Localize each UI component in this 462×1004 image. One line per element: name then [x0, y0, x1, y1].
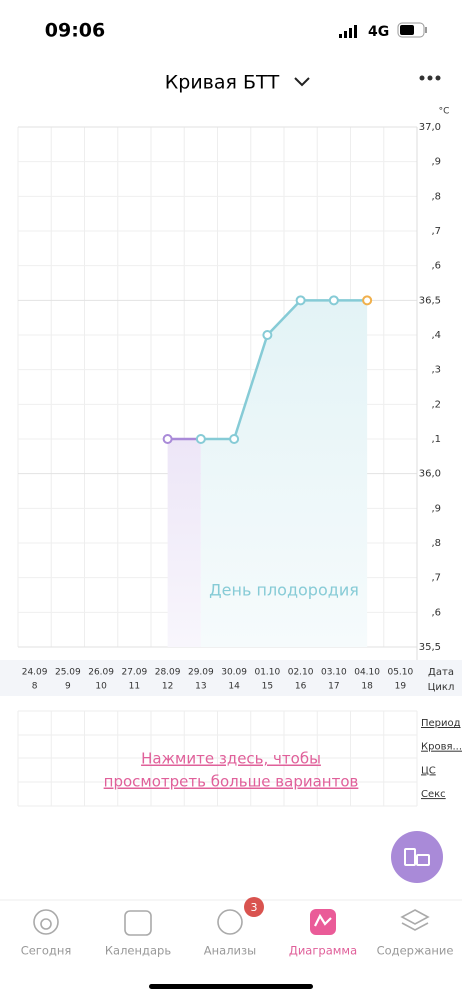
nav-icon	[217, 909, 243, 935]
more-link[interactable]: просмотреть больше вариантов	[104, 773, 359, 791]
cycle-day: 15	[262, 682, 273, 692]
more[interactable]	[419, 75, 441, 81]
nav-icon	[124, 910, 152, 936]
cycle-day: 12	[162, 682, 173, 692]
y-tick-label: ,7	[431, 573, 441, 584]
panel-label[interactable]: Секс	[421, 789, 446, 800]
chart: °C 35,5 ,6 ,7 ,8 ,9 36,0 ,1 ,2 ,3 ,4 36,5 ,6 ,7 ,8 ,9 37…	[17, 107, 450, 660]
nav-label[interactable]: Сегодня	[21, 944, 72, 958]
point	[262, 330, 273, 340]
nav-icon-glyph	[40, 918, 52, 930]
x-tick-label: 04.10	[354, 668, 380, 678]
cycle-day: 8	[32, 682, 38, 692]
x-tick-label: 29.09	[188, 668, 214, 678]
annotation: День плодородия	[209, 581, 359, 600]
x-tick-label: 26.09	[88, 668, 114, 678]
x-tick-label: 01.10	[254, 668, 280, 678]
nav-label[interactable]: Анализы	[204, 944, 256, 958]
cycle-day: 16	[295, 682, 307, 692]
cycle-day: 10	[95, 682, 107, 692]
nav-label[interactable]: Диаграмма	[289, 944, 357, 958]
fab-icon	[404, 848, 430, 866]
y-tick-label: ,7	[431, 226, 441, 237]
x-tick-label: 05.10	[387, 668, 413, 678]
columns: 24.09 8 25.09 9 26.09 10 27.09 11 28.09 12 29.09 13…	[22, 667, 455, 693]
nav-label[interactable]: Календарь	[105, 944, 171, 958]
y-tick-label: 35,5	[419, 642, 441, 653]
home-indicator	[149, 984, 313, 989]
y-tick-label: ,1	[431, 434, 441, 445]
nav-icon	[33, 909, 59, 935]
title[interactable]: Кривая БТТ	[165, 72, 280, 94]
cycle-day: 9	[65, 682, 71, 692]
nav-label[interactable]: Содержание	[377, 944, 454, 958]
nav-icon	[400, 909, 430, 931]
point	[362, 295, 373, 306]
row-label: Дата	[428, 667, 454, 678]
y-tick-label: ,6	[431, 607, 441, 618]
y-tick-label: 36,5	[419, 295, 441, 306]
point	[295, 295, 306, 306]
battery	[397, 22, 427, 38]
area	[200, 300, 368, 647]
signal	[339, 25, 357, 38]
badge-count: 3	[251, 901, 258, 914]
y-tick-label: ,2	[431, 399, 441, 410]
cycle-day: 19	[395, 682, 407, 692]
dropdown[interactable]	[294, 77, 310, 87]
y-tick-label: ,9	[431, 503, 441, 514]
y-tick-label: 36,0	[419, 469, 441, 480]
point	[162, 434, 173, 444]
area-purple	[167, 439, 201, 647]
x-tick-label: 28.09	[155, 668, 181, 678]
y-tick-label: ,9	[431, 157, 441, 168]
point	[195, 434, 206, 444]
panel-label[interactable]: ЦС	[421, 765, 436, 776]
cycle-day: 17	[328, 682, 339, 692]
panel: Нажмите здесь, чтобы просмотреть больше в…	[17, 710, 462, 807]
date-row	[0, 660, 462, 696]
cycle-day: 11	[129, 682, 140, 692]
panel-label[interactable]: Период	[421, 718, 461, 729]
cycle-day: 18	[361, 682, 373, 692]
y-tick-label: ,3	[431, 365, 441, 376]
more-link[interactable]: Нажмите здесь, чтобы	[141, 750, 321, 768]
time: 09:06	[45, 20, 105, 42]
x-tick-label: 27.09	[121, 668, 147, 678]
x-tick-label: 02.10	[288, 668, 314, 678]
cycle-day: 14	[228, 682, 240, 692]
y-tick-label: 37,0	[419, 122, 441, 133]
x-tick-label: 25.09	[55, 668, 81, 678]
y-tick-label: ,8	[431, 538, 441, 549]
nav-icon-glyph	[314, 913, 332, 927]
point	[328, 295, 339, 306]
y-tick-label: ,6	[431, 261, 441, 272]
row-label: Цикл	[428, 682, 455, 693]
point	[229, 434, 240, 444]
network: 4G	[368, 24, 389, 40]
line-segment	[232, 334, 269, 440]
cycle-day: 13	[195, 682, 206, 692]
y-tick-label: ,4	[431, 330, 441, 341]
x-tick-label: 03.10	[321, 668, 347, 678]
unit: °C	[439, 107, 450, 117]
line-segment	[266, 299, 302, 336]
panel-label[interactable]: Кровя...	[421, 742, 462, 753]
nav: Сегодня Календарь Анализы Диаграмма Содержан…	[21, 897, 454, 958]
x-tick-label: 24.09	[22, 668, 48, 678]
badge	[244, 897, 264, 917]
y-tick-label: ,8	[431, 191, 441, 202]
x-tick-label: 30.09	[221, 668, 247, 678]
